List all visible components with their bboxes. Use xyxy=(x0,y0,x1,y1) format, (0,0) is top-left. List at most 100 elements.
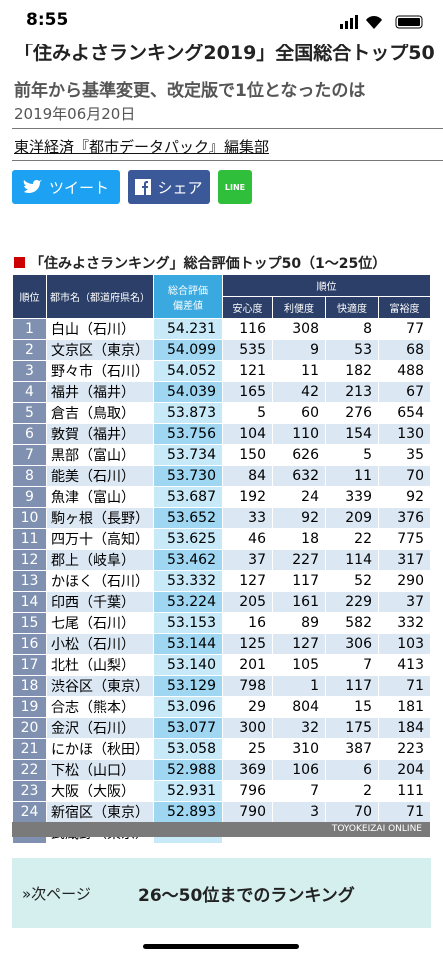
score-cell: 53.153 xyxy=(153,612,223,634)
convenience-cell: 11 xyxy=(272,360,326,382)
table-row: 2 文京区（東京） 54.099 535 9 53 68 xyxy=(12,339,431,361)
article-date: 2019年06月20日 xyxy=(14,105,136,123)
table-row: 4 福井（福井） 54.039 165 42 213 67 xyxy=(12,381,431,403)
rank-cell: 22 xyxy=(12,759,47,781)
comfort-cell: 15 xyxy=(325,696,379,718)
next-page[interactable]: »次ページ 26〜50位までのランキング xyxy=(12,858,431,928)
city-cell: 合志（熊本） xyxy=(46,696,154,718)
city-cell: 渋谷区（東京） xyxy=(46,675,154,697)
safety-cell: 46 xyxy=(222,528,273,550)
convenience-cell: 117 xyxy=(272,570,326,592)
wealth-cell: 181 xyxy=(378,696,431,718)
wealth-cell: 71 xyxy=(378,675,431,697)
wealth-cell: 654 xyxy=(378,402,431,424)
wealth-cell: 130 xyxy=(378,423,431,445)
score-cell: 53.077 xyxy=(153,717,223,739)
convenience-cell: 89 xyxy=(272,612,326,634)
source: TOYOKEIZAI ONLINE xyxy=(331,824,422,834)
score-cell: 53.332 xyxy=(153,570,223,592)
convenience-cell: 626 xyxy=(272,444,326,466)
table-body: 1 白山（石川） 54.231 116 308 8 77 2 文京区（東京） 54.099 535 9… xyxy=(12,318,431,844)
title-clip: 「住みよさランキング2019」全国総合トップ50 xyxy=(0,44,443,68)
header-sub: 安心度 xyxy=(222,296,273,319)
table-row: 15 七尾（石川） 53.153 16 89 582 332 xyxy=(12,612,431,634)
table-row: 12 郡上（岐阜） 53.462 37 227 114 317 xyxy=(12,549,431,571)
wealth-cell: 68 xyxy=(378,339,431,361)
divider xyxy=(12,128,443,129)
table-row: 8 能美（石川） 53.730 84 632 11 70 xyxy=(12,465,431,487)
rank-cell: 3 xyxy=(12,360,47,382)
rank-cell: 24 xyxy=(12,801,47,823)
score-cell: 53.730 xyxy=(153,465,223,487)
city-cell: 北杜（山梨） xyxy=(46,654,154,676)
city-cell: 印西（千葉） xyxy=(46,591,154,613)
table-row: 7 黒部（富山） 53.734 150 626 5 35 xyxy=(12,444,431,466)
rank-cell: 19 xyxy=(12,696,47,718)
score-cell: 53.058 xyxy=(153,738,223,760)
convenience-cell: 42 xyxy=(272,381,326,403)
convenience-cell: 227 xyxy=(272,549,326,571)
city-cell: 倉吉（鳥取） xyxy=(46,402,154,424)
convenience-cell: 632 xyxy=(272,465,326,487)
comfort-cell: 2 xyxy=(325,780,379,802)
line-label: LINE xyxy=(224,182,246,192)
table-row: 1 白山（石川） 54.231 116 308 8 77 xyxy=(12,318,431,340)
city-cell: 白山（石川） xyxy=(46,318,154,340)
article-subtitle: 前年から基準変更、改定版で1位となったのは xyxy=(14,81,366,101)
safety-cell: 29 xyxy=(222,696,273,718)
score-cell: 53.224 xyxy=(153,591,223,613)
convenience-cell: 7 xyxy=(272,780,326,802)
city-cell: かほく（石川） xyxy=(46,570,154,592)
share-button[interactable]: シェア xyxy=(128,170,210,204)
table-row: 21 にかほ（秋田） 53.058 25 310 387 223 xyxy=(12,738,431,760)
tweet-button[interactable]: ツイート xyxy=(12,170,120,204)
rank-cell: 5 xyxy=(12,402,47,424)
status-time: 8:55 xyxy=(26,10,69,30)
comfort-cell: 114 xyxy=(325,549,379,571)
comfort-cell: 582 xyxy=(325,612,379,634)
city-cell: 大阪（大阪） xyxy=(46,780,154,802)
city-cell: 駒ヶ根（長野） xyxy=(46,507,154,529)
rank-cell: 17 xyxy=(12,654,47,676)
comfort-cell: 22 xyxy=(325,528,379,550)
header-city: 都市名（都道府県名） xyxy=(46,274,154,319)
wealth-cell: 413 xyxy=(378,654,431,676)
author-link[interactable]: 東洋経済『都市データパック』編集部 xyxy=(14,138,270,156)
city-cell: 郡上（岐阜） xyxy=(46,549,154,571)
score-cell: 54.052 xyxy=(153,360,223,382)
line-button[interactable]: LINE xyxy=(218,170,252,204)
city-cell: 金沢（石川） xyxy=(46,717,154,739)
share-label: シェア xyxy=(157,178,203,197)
score-cell: 53.462 xyxy=(153,549,223,571)
safety-cell: 165 xyxy=(222,381,273,403)
wealth-cell: 204 xyxy=(378,759,431,781)
wealth-cell: 70 xyxy=(378,465,431,487)
city-cell: 小松（石川） xyxy=(46,633,154,655)
rank-cell: 14 xyxy=(12,591,47,613)
table-row: 10 駒ヶ根（長野） 53.652 33 92 209 376 xyxy=(12,507,431,529)
article-title: 「住みよさランキング2019」全国総合トップ50 xyxy=(14,44,435,64)
convenience-cell: 1 xyxy=(272,675,326,697)
rank-cell: 9 xyxy=(12,486,47,508)
city-cell: 野々市（石川） xyxy=(46,360,154,382)
comfort-cell: 175 xyxy=(325,717,379,739)
comfort-cell: 6 xyxy=(325,759,379,781)
comfort-cell: 154 xyxy=(325,423,379,445)
comfort-cell: 306 xyxy=(325,633,379,655)
header-group: 順位 xyxy=(222,274,431,297)
convenience-cell: 9 xyxy=(272,339,326,361)
comfort-cell: 53 xyxy=(325,339,379,361)
score-cell: 53.129 xyxy=(153,675,223,697)
rank-cell: 1 xyxy=(12,318,47,340)
divider xyxy=(12,160,443,161)
table-row: 17 北杜（山梨） 53.140 201 105 7 413 xyxy=(12,654,431,676)
status-icons xyxy=(340,15,423,29)
rank-cell: 4 xyxy=(12,381,47,403)
score-cell: 53.625 xyxy=(153,528,223,550)
convenience-cell: 310 xyxy=(272,738,326,760)
score-cell: 52.988 xyxy=(153,759,223,781)
score-cell: 53.144 xyxy=(153,633,223,655)
score-cell: 53.687 xyxy=(153,486,223,508)
